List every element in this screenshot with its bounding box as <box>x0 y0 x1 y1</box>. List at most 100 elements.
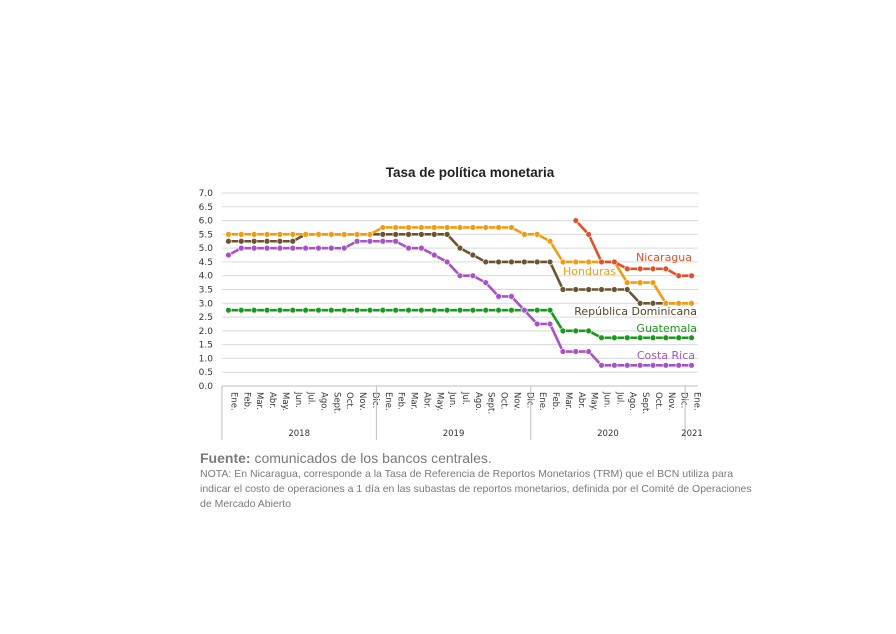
data-point <box>662 265 670 273</box>
x-tick-label: Ago. <box>473 392 483 411</box>
year-label: 2019 <box>443 429 465 439</box>
x-tick-label: Ago. <box>627 392 637 411</box>
y-axis-ticks: 0.0 0.5 1.0 1.5 2.0 2.5 3.0 3.5 4.0 4.5 5.0 5.5 6.0 6… <box>199 189 214 392</box>
data-point <box>508 293 515 300</box>
data-point <box>328 231 335 238</box>
y-tick-label: 6.0 <box>199 217 214 227</box>
data-point <box>238 244 245 252</box>
data-point <box>225 231 232 238</box>
data-point <box>521 231 528 238</box>
data-point <box>418 224 425 231</box>
data-point <box>315 231 322 238</box>
data-point <box>456 272 464 279</box>
data-point <box>533 320 541 328</box>
data-point <box>675 362 682 369</box>
x-tick-label: Feb. <box>241 392 251 410</box>
data-point <box>624 334 631 341</box>
data-point <box>379 224 387 231</box>
x-tick-label: Feb. <box>550 392 560 410</box>
data-point <box>675 272 682 279</box>
data-point <box>624 362 631 369</box>
data-point <box>469 251 477 259</box>
data-point <box>315 244 322 252</box>
data-point <box>495 258 502 266</box>
source-label: Fuente: <box>200 450 251 466</box>
data-point <box>225 238 232 245</box>
data-point <box>649 279 657 286</box>
x-tick-label: Abr. <box>421 392 431 409</box>
series-label: Guatemala <box>636 322 697 335</box>
data-point <box>636 279 644 286</box>
data-point <box>636 300 644 307</box>
data-point <box>238 306 245 314</box>
x-tick-label: Ene. <box>692 392 702 411</box>
data-point <box>572 348 579 355</box>
data-point <box>533 306 541 314</box>
data-point <box>688 362 695 369</box>
data-point <box>366 238 374 245</box>
data-point <box>521 258 528 266</box>
data-point <box>250 231 258 238</box>
data-point <box>533 231 541 238</box>
data-point <box>508 224 515 231</box>
y-tick-label: 0.5 <box>199 368 213 378</box>
x-tick-label: Ene. <box>383 392 393 411</box>
data-point <box>289 244 296 252</box>
data-point <box>469 272 477 279</box>
y-tick-label: 1.5 <box>199 341 213 351</box>
data-point <box>418 231 425 238</box>
data-point <box>263 306 271 314</box>
data-point <box>688 334 695 341</box>
data-point <box>379 238 387 245</box>
data-point <box>302 244 309 252</box>
y-tick-label: 4.0 <box>199 272 214 282</box>
data-point <box>366 306 374 314</box>
data-point <box>328 306 335 314</box>
data-point <box>341 244 348 252</box>
x-tick-label: Mar. <box>563 392 573 410</box>
x-tick-label: Jun. <box>602 391 612 408</box>
data-point <box>611 258 618 266</box>
data-point <box>636 265 644 273</box>
data-point <box>508 306 515 314</box>
data-point <box>456 244 464 252</box>
data-point <box>443 224 451 231</box>
data-point <box>559 348 567 355</box>
x-axis: Ene. Feb. Mar. Abr. May. Jun. Jul. Ago. Sept. Oct… <box>221 385 703 440</box>
data-point <box>559 258 567 266</box>
data-point <box>238 231 245 238</box>
x-tick-label: Ago. <box>318 392 328 411</box>
data-point <box>624 286 631 293</box>
x-tick-label: Dic. <box>524 392 534 408</box>
data-point <box>431 224 438 231</box>
data-point <box>366 231 374 238</box>
data-point <box>585 348 592 355</box>
x-tick-label: Nov. <box>666 392 676 411</box>
series-line-nicaragua <box>574 219 692 278</box>
data-point <box>341 306 348 314</box>
x-tick-label: Feb. <box>396 392 406 410</box>
data-point <box>546 306 554 314</box>
data-point <box>276 238 284 245</box>
chart-footer: Fuente: comunicados de los bancos centra… <box>200 449 760 512</box>
x-tick-label: Nov. <box>511 392 521 411</box>
data-point <box>662 362 670 369</box>
data-point <box>276 231 284 238</box>
x-tick-label: Dic. <box>370 392 380 408</box>
x-tick-label: May. <box>434 392 444 411</box>
data-point <box>289 231 296 238</box>
data-point <box>443 306 451 314</box>
data-point <box>405 224 412 231</box>
source-line: Fuente: comunicados de los bancos centra… <box>200 449 760 467</box>
data-point <box>392 231 399 238</box>
data-point <box>456 224 464 231</box>
data-point <box>443 231 451 238</box>
data-point <box>495 224 502 231</box>
data-point <box>328 244 335 252</box>
x-tick-label: Jul. <box>614 391 624 405</box>
data-point <box>611 286 618 293</box>
data-point <box>482 306 489 314</box>
data-point <box>225 306 232 314</box>
data-point <box>225 251 232 259</box>
series-label: República Dominicana <box>574 305 697 318</box>
